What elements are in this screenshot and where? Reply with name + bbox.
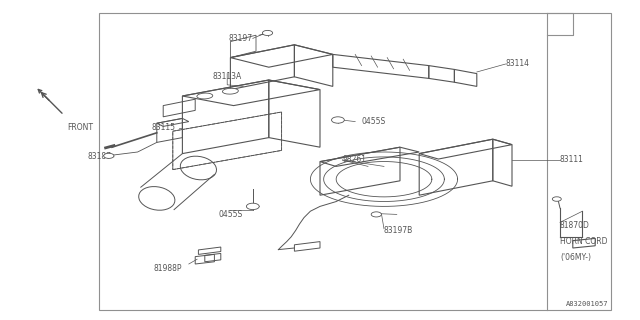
Circle shape: [332, 117, 344, 123]
Circle shape: [371, 212, 381, 217]
Text: 83114: 83114: [506, 60, 530, 68]
Text: 0455S: 0455S: [218, 210, 243, 219]
Text: 81870D: 81870D: [560, 221, 590, 230]
Ellipse shape: [139, 187, 175, 210]
Text: HORN CORD: HORN CORD: [560, 237, 607, 246]
Text: 83197: 83197: [228, 34, 253, 43]
Text: 81988P: 81988P: [154, 264, 182, 273]
Text: 83113A: 83113A: [212, 72, 242, 81]
Text: 83187: 83187: [88, 152, 112, 161]
Text: 83115: 83115: [152, 124, 176, 132]
Text: FRONT: FRONT: [67, 124, 93, 132]
Ellipse shape: [223, 88, 238, 94]
Circle shape: [104, 153, 114, 158]
Ellipse shape: [197, 93, 212, 99]
Text: ('06MY-): ('06MY-): [560, 253, 591, 262]
Text: 0455S: 0455S: [362, 117, 386, 126]
Circle shape: [246, 203, 259, 210]
Text: 83197B: 83197B: [384, 226, 413, 235]
Text: A832001057: A832001057: [566, 301, 608, 307]
Text: 98261: 98261: [342, 156, 367, 164]
Circle shape: [262, 30, 273, 36]
Text: 83111: 83111: [560, 156, 584, 164]
Circle shape: [552, 197, 561, 201]
